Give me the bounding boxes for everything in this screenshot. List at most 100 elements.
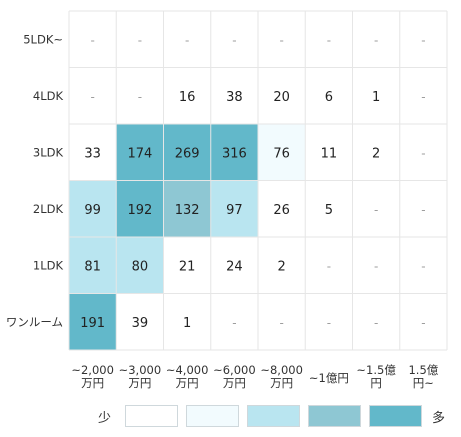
cell-value-label: - [421, 316, 425, 330]
cell-value-label: 316 [222, 146, 247, 161]
cell-value-label: 24 [226, 259, 243, 274]
column-tick-label: ~4,000 万円 [166, 363, 209, 390]
heatmap-cell [305, 180, 353, 237]
column-tick-label: ~8,000 万円 [260, 363, 303, 390]
heatmap-cell [258, 180, 306, 237]
cell-value-label: 1 [372, 90, 380, 105]
heatmap-cell [305, 237, 353, 294]
cell-value-label: - [421, 90, 425, 104]
heatmap-cell [352, 11, 400, 68]
heatmap-cell [258, 124, 306, 181]
legend-swatch-level-4 [369, 405, 423, 427]
cell-value-label: - [138, 90, 142, 104]
cell-value-label: - [421, 33, 425, 47]
cell-value-label: - [374, 33, 378, 47]
row-tick-label: 4LDK [33, 89, 64, 103]
heatmap-cell [305, 67, 353, 124]
column-tick-label: ~1億円 [309, 371, 349, 385]
cell-value-label: 97 [226, 203, 243, 218]
heatmap-cell [399, 11, 447, 68]
cell-value-label: 80 [132, 259, 149, 274]
heatmap-cell [399, 180, 447, 237]
cell-value-label: - [421, 146, 425, 160]
cell-value-label: - [232, 33, 236, 47]
heatmap-cell [163, 67, 211, 124]
cell-value-label: 2 [372, 146, 380, 161]
heatmap-cell [69, 180, 117, 237]
heatmap-cell [69, 67, 117, 124]
cell-value-label: - [279, 33, 283, 47]
cell-value-label: 191 [80, 316, 105, 331]
heatmap-cell [210, 180, 258, 237]
row-tick-label: 2LDK [33, 202, 64, 216]
cell-value-label: 21 [179, 259, 196, 274]
cell-value-label: - [327, 259, 331, 273]
heatmap-cell [210, 11, 258, 68]
color-legend: 少 多 [98, 404, 445, 428]
column-tick-label: ~6,000 万円 [213, 363, 256, 390]
heatmap-cell [352, 293, 400, 350]
heatmap-cell [352, 237, 400, 294]
heatmap-cell [116, 293, 164, 350]
legend-high-label: 多 [432, 410, 446, 426]
cell-value-label: - [374, 203, 378, 217]
heatmap-cell [116, 11, 164, 68]
legend-low-label: 少 [98, 410, 112, 426]
heatmap-cell [399, 67, 447, 124]
row-tick-label: 3LDK [33, 145, 64, 159]
heatmap-cell [116, 180, 164, 237]
cell-value-label: - [374, 316, 378, 330]
cell-value-label: 76 [273, 146, 290, 161]
heatmap-chart: - - - - - - - -- -16 38 20 6 1 -33 174 269 316 76 11 2 -99 19… [6, 10, 448, 390]
heatmap-cell [352, 124, 400, 181]
cell-value-label: 81 [84, 259, 101, 274]
heatmap-cell [352, 67, 400, 124]
heatmap-cell [258, 293, 306, 350]
heatmap-cell [210, 124, 258, 181]
row-tick-label: 5LDK~ [23, 32, 63, 46]
heatmap-cell [69, 124, 117, 181]
heatmap-cell [163, 124, 211, 181]
cell-value-label: 16 [179, 90, 196, 105]
heatmap-cell [116, 67, 164, 124]
row-tick-label: 1LDK [33, 258, 64, 272]
cell-value-label: 20 [273, 90, 290, 105]
cell-value-label: 33 [84, 146, 101, 161]
cell-value-label: 132 [175, 203, 200, 218]
cell-value-label: - [421, 203, 425, 217]
legend-swatch-level-2 [247, 405, 301, 427]
cell-value-label: 38 [226, 90, 243, 105]
column-tick-label: ~1.5億円 [356, 363, 396, 390]
legend-swatch-level-0 [125, 405, 179, 427]
cell-value-label: - [279, 316, 283, 330]
cell-value-label: 39 [132, 316, 149, 331]
heatmap-cell [305, 293, 353, 350]
cell-value-label: 99 [84, 203, 101, 218]
cell-value-label: 11 [321, 146, 338, 161]
heatmap-cell [163, 11, 211, 68]
heatmap-cell [305, 11, 353, 68]
heatmap-cell [258, 11, 306, 68]
cell-value-label: 1 [183, 316, 191, 331]
heatmap-cell [210, 237, 258, 294]
cell-value-label: 174 [127, 146, 152, 161]
heatmap-cell [305, 124, 353, 181]
heatmap-cell [258, 237, 306, 294]
row-tick-label: ワンルーム [6, 315, 63, 329]
cell-value-label: - [90, 33, 94, 47]
cell-value-label: - [90, 90, 94, 104]
heatmap-cell [399, 237, 447, 294]
heatmap-cell [163, 237, 211, 294]
heatmap-cell [69, 11, 117, 68]
cell-value-label: 192 [127, 203, 152, 218]
cell-value-label: - [232, 316, 236, 330]
cell-value-label: - [327, 316, 331, 330]
heatmap-cell [163, 180, 211, 237]
cell-value-label: 2 [277, 259, 285, 274]
cell-value-label: - [185, 33, 189, 47]
column-tick-label: ~3,000 万円 [119, 363, 162, 390]
heatmap-cell [163, 293, 211, 350]
legend-swatch-level-1 [186, 405, 240, 427]
heatmap-cell [399, 124, 447, 181]
column-tick-label: ~2,000 万円 [71, 363, 114, 390]
